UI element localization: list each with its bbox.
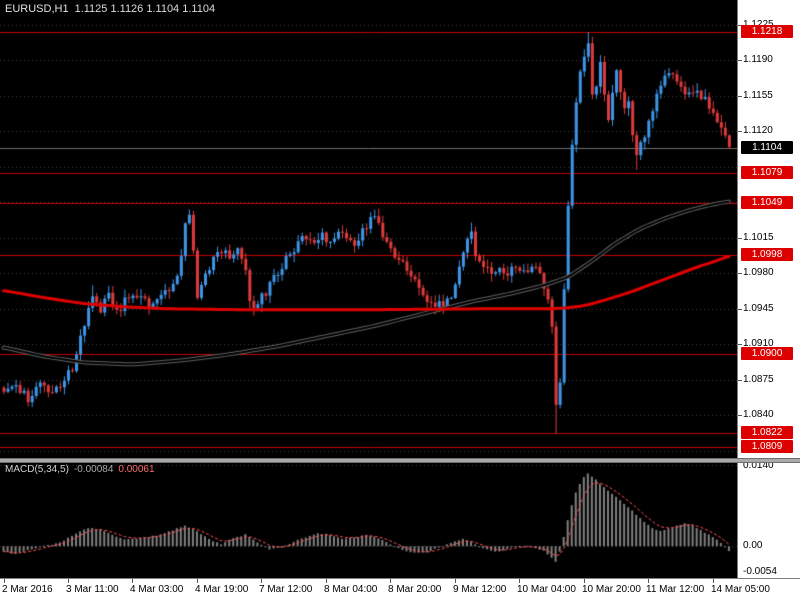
time-axis-tick: [132, 579, 133, 583]
macd-signal-value: 0.00061: [118, 464, 155, 475]
time-axis-label: 10 Mar 20:00: [582, 584, 641, 595]
price-axis-tick: [738, 415, 742, 416]
time-axis-tick: [4, 579, 5, 583]
price-axis-label: 1.1015: [743, 231, 774, 243]
macd-indicator-title: MACD(5,34,5) -0.00084 0.00061: [5, 464, 155, 475]
time-axis-tick: [261, 579, 262, 583]
current-price-badge: 1.1104: [741, 140, 793, 154]
time-axis-label: 9 Mar 12:00: [453, 584, 507, 595]
price-axis-tick: [738, 380, 742, 381]
time-axis-label: 7 Mar 12:00: [259, 584, 313, 595]
price-axis-tick: [738, 344, 742, 345]
price-axis[interactable]: 1.1225 1.1190 1.1155 1.1120 1.1015 1.0980 1.09…: [737, 0, 800, 578]
time-axis-tick: [584, 579, 585, 583]
time-axis-label: 3 Mar 11:00: [66, 584, 119, 595]
time-axis-label: 4 Mar 19:00: [195, 584, 249, 595]
price-axis-tick: [738, 96, 742, 97]
price-axis-tick: [738, 131, 742, 132]
macd-axis-label: -0.0054: [743, 566, 777, 577]
symbol-timeframe-label: EURUSD,H1: [5, 3, 69, 15]
price-level-badge: 1.1218: [741, 24, 793, 38]
ohlc-quotes-label: 1.1125 1.1126 1.1104 1.1104: [74, 3, 216, 15]
time-axis-tick: [390, 579, 391, 583]
price-axis-tick: [738, 60, 742, 61]
time-axis-label: 4 Mar 03:00: [130, 584, 184, 595]
time-axis-label: 2 Mar 2016: [2, 584, 53, 595]
price-axis-label: 1.1190: [743, 54, 773, 66]
price-level-badge: 1.1079: [741, 165, 793, 179]
price-level-badge: 1.0998: [741, 248, 793, 262]
price-axis-label: 1.0875: [743, 373, 774, 385]
price-axis-label: 1.1155: [743, 89, 773, 101]
time-axis-tick: [713, 579, 714, 583]
price-level-badge: 1.1049: [741, 196, 793, 210]
time-axis-label: 8 Mar 04:00: [324, 584, 378, 595]
price-axis-label: 1.0910: [743, 338, 774, 350]
time-axis-label: 8 Mar 20:00: [388, 584, 442, 595]
price-level-badge: 1.0900: [741, 347, 793, 361]
time-axis-label: 11 Mar 12:00: [646, 584, 705, 595]
price-axis-label: 1.1225: [743, 19, 774, 30]
time-axis-label: 10 Mar 04:00: [517, 584, 576, 595]
macd-axis-label: 0.00: [743, 540, 763, 552]
price-axis-label: 1.0840: [743, 409, 774, 421]
price-axis-label: 1.0980: [743, 267, 774, 279]
price-axis-tick: [738, 309, 742, 310]
time-axis-tick: [68, 579, 69, 583]
price-axis-label: 1.0945: [743, 302, 774, 314]
price-axis-tick: [738, 273, 742, 274]
time-axis-tick: [455, 579, 456, 583]
macd-main-value: -0.00084: [73, 464, 114, 475]
time-axis-tick: [326, 579, 327, 583]
chart-title: EURUSD,H1 1.1125 1.1126 1.1104 1.1104: [5, 3, 215, 15]
macd-axis-label: 0.0140: [743, 460, 774, 472]
time-axis-tick: [648, 579, 649, 583]
price-axis-label: 1.1120: [743, 125, 773, 137]
time-axis-label: 14 Mar 05:00: [711, 584, 770, 595]
time-axis-tick: [197, 579, 198, 583]
price-level-badge: 1.0809: [741, 439, 793, 453]
time-axis-tick: [519, 579, 520, 583]
price-axis-tick: [738, 25, 742, 26]
price-axis-tick: [738, 238, 742, 239]
macd-indicator-canvas[interactable]: [0, 461, 737, 578]
price-level-badge: 1.0822: [741, 426, 793, 440]
time-axis[interactable]: 2 Mar 2016 3 Mar 11:00 4 Mar 03:00 4 Mar 19…: [0, 578, 800, 600]
macd-name-label: MACD(5,34,5): [5, 464, 69, 475]
pane-divider[interactable]: [0, 458, 800, 463]
main-price-chart-canvas[interactable]: [0, 0, 737, 458]
